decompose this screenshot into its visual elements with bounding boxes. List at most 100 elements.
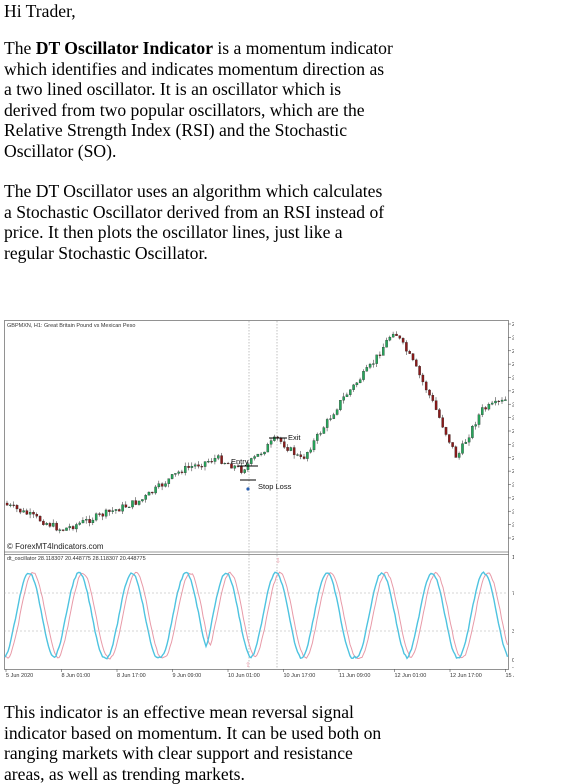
candle-body xyxy=(302,456,306,459)
candle-body xyxy=(286,447,289,451)
candle-body xyxy=(481,407,484,415)
candle-body xyxy=(42,520,45,525)
candle-body xyxy=(269,440,273,445)
candle-body xyxy=(411,353,415,361)
candle-body xyxy=(55,522,58,531)
price-tick-label: 28.15440 xyxy=(512,416,514,422)
candle-body xyxy=(19,508,22,513)
candle-body xyxy=(58,529,62,531)
time-tick-label: 9 Jun 09:00 xyxy=(173,673,202,679)
candle-body xyxy=(448,434,451,443)
candle-body xyxy=(167,478,171,484)
candle-body xyxy=(395,333,398,336)
time-tick-label: 10 Jun 17:00 xyxy=(284,673,316,679)
candle-body xyxy=(365,367,369,372)
candle-body xyxy=(233,465,237,469)
sell-arrow-icon: ⇩ xyxy=(275,557,281,565)
candle-body xyxy=(487,404,491,410)
candle-body xyxy=(240,466,243,473)
osc-tick-label: 30.000000 xyxy=(512,629,514,635)
candle-body xyxy=(391,333,395,338)
candle-body xyxy=(467,437,471,443)
intro-pre: The xyxy=(4,38,36,58)
candle-body xyxy=(124,504,128,508)
candle-body xyxy=(111,510,114,512)
candle-body xyxy=(78,522,81,525)
candle-body xyxy=(207,461,210,463)
usage-paragraph: This indicator is an effective mean reve… xyxy=(4,702,394,784)
candle-body xyxy=(127,506,131,508)
candle-body xyxy=(266,444,270,453)
candle-body xyxy=(68,526,72,529)
candle-body xyxy=(319,433,322,435)
candle-body xyxy=(415,359,418,367)
candle-body xyxy=(362,371,365,380)
candle-body xyxy=(226,462,230,465)
time-axis: 5 Jun 2020 8 Jun 01:00 8 Jun 17:00 9 Jun 09… xyxy=(5,669,515,679)
candle-body xyxy=(259,453,263,455)
candle-body xyxy=(210,461,213,463)
candle-body xyxy=(385,339,388,348)
candle-body xyxy=(378,354,382,356)
candle-body xyxy=(434,400,438,410)
candle-body xyxy=(9,504,12,506)
candle-body xyxy=(98,513,101,515)
indicator-name: DT Oscillator Indicator xyxy=(35,38,214,58)
candle-body xyxy=(22,510,25,513)
candle-body xyxy=(12,504,15,506)
candle-body xyxy=(477,414,481,425)
candle-body xyxy=(134,500,138,505)
candle-body xyxy=(180,471,184,473)
candle-body xyxy=(5,502,9,506)
watermark: © ForexMT4Indicators.com xyxy=(7,542,104,551)
candle-body xyxy=(358,379,362,384)
candle-body xyxy=(253,456,256,459)
candle-body xyxy=(431,395,435,401)
price-tick-label: 27.56790 xyxy=(512,496,514,502)
candle-body xyxy=(438,409,441,418)
candle-body xyxy=(137,500,141,505)
candle-body xyxy=(424,381,428,391)
intro-post: is a momentum indicator which identifies… xyxy=(4,38,393,161)
time-tick-label: 11 Jun 09:00 xyxy=(339,673,370,679)
candle-body xyxy=(121,504,124,512)
candle-body xyxy=(273,436,276,441)
osc-tick-label: 70.000000 xyxy=(512,591,514,597)
candle-body xyxy=(471,425,474,438)
candle-body xyxy=(382,347,385,356)
candle-body xyxy=(289,447,293,451)
candle-body xyxy=(203,461,207,467)
price-tick-label: 28.74090 xyxy=(512,335,514,341)
candle-body xyxy=(500,399,504,402)
candle-body xyxy=(94,513,98,521)
candle-body xyxy=(296,454,299,456)
osc-tick-label: 110.459743 xyxy=(512,555,514,561)
candle-body xyxy=(408,351,411,354)
candle-body xyxy=(174,473,177,475)
candle-body xyxy=(309,449,312,453)
time-tick-label: 8 Jun 17:00 xyxy=(117,673,146,679)
candle-body xyxy=(200,466,204,468)
candle-body xyxy=(213,458,217,462)
chart-title: GBPMXN, H1: Great Britain Pound vs Mexic… xyxy=(7,323,135,329)
candle-body xyxy=(372,363,375,365)
candle-body xyxy=(131,500,134,508)
candle-body xyxy=(88,519,91,524)
candle-body xyxy=(428,389,431,396)
candle-body xyxy=(71,526,75,530)
candle-body xyxy=(246,463,250,470)
candle-body xyxy=(15,505,19,510)
price-tick-label: 28.44765 xyxy=(512,376,514,382)
oscillator-lines xyxy=(4,571,509,660)
candle-body xyxy=(325,419,329,428)
time-tick-label: 5 Jun 2020 xyxy=(6,673,33,679)
osc-tick-label: -10.076344 xyxy=(512,665,514,671)
candle-body xyxy=(144,495,147,500)
candle-body xyxy=(388,336,392,341)
candle-body xyxy=(193,464,197,467)
buy-arrow-icon: ⇧ xyxy=(245,661,251,669)
candle-body xyxy=(190,466,194,468)
candle-body xyxy=(461,443,464,454)
time-tick-label: 15 Jun 09:00 xyxy=(506,673,515,679)
stop-loss-label: Stop Loss xyxy=(258,482,292,491)
